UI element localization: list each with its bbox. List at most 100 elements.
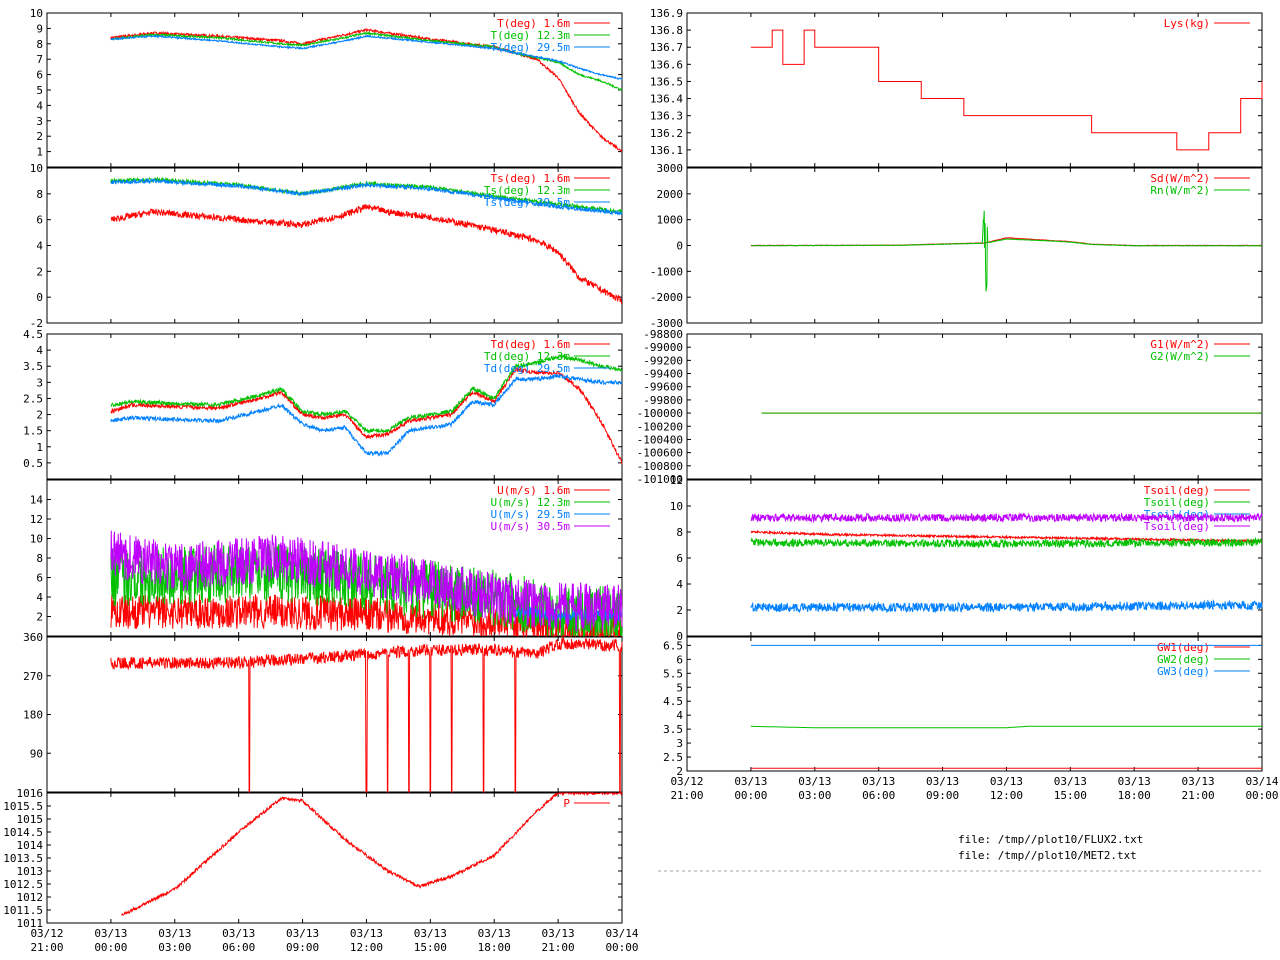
legend-label-Tsoil-1: Tsoil(deg) <box>1144 496 1210 509</box>
y-tick-label-Tsoil: 8 <box>676 526 683 539</box>
x-tick-label-date: 03/13 <box>1118 775 1151 788</box>
y-tick-label-Td: 1 <box>36 441 43 454</box>
x-tick-label-date: 03/13 <box>542 927 575 940</box>
y-tick-label-Ts: 2 <box>36 265 43 278</box>
y-tick-label-T: 7 <box>36 53 43 66</box>
x-tick-label-time: 12:00 <box>350 941 383 954</box>
series-line-U-3 <box>110 530 623 633</box>
legend-label-Ts-1: Ts(deg) 12.3m <box>484 184 570 197</box>
plot-frame-Lys <box>686 12 1263 168</box>
x-tick-label-time: 21:00 <box>670 789 703 802</box>
series-line-Tsoil-2 <box>750 599 1263 614</box>
series-line-Tsoil-0 <box>750 529 1263 544</box>
legend-label-Tsoil-0: Tsoil(deg) <box>1144 484 1210 497</box>
legend-label-Td-2: Td(deg) 29.5m <box>484 362 570 375</box>
legend-label-T-1: T(deg) 12.3m <box>491 29 571 42</box>
legend-label-G-1: G2(W/m^2) <box>1150 350 1210 363</box>
y-tick-label-P: 1015.5 <box>3 800 43 813</box>
legend-label-Lys-0: Lys(kg) <box>1164 17 1210 30</box>
y-tick-label-T: 8 <box>36 38 43 51</box>
x-tick-label-date: 03/14 <box>605 927 638 940</box>
y-tick-label-T: 1 <box>36 146 43 159</box>
y-tick-label-Rad: 2000 <box>657 188 684 201</box>
x-tick-label-date: 03/13 <box>926 775 959 788</box>
y-tick-label-Td: 2 <box>36 409 43 422</box>
y-tick-label-Ts: 4 <box>36 240 43 253</box>
legend-label-T-0: T(deg) 1.6m <box>497 17 570 30</box>
legend-label-G-0: G1(W/m^2) <box>1150 338 1210 351</box>
legend-label-Rad-1: Rn(W/m^2) <box>1150 184 1210 197</box>
x-tick-label-time: 03:00 <box>158 941 191 954</box>
legend-label-P-0: P <box>563 797 570 810</box>
y-tick-label-G: -99600 <box>643 381 683 394</box>
y-tick-label-U: 14 <box>30 494 44 507</box>
y-tick-label-Rad: 1000 <box>657 214 684 227</box>
y-tick-label-Tsoil: 2 <box>676 604 683 617</box>
x-tick-label-time: 06:00 <box>862 789 895 802</box>
legend-label-U-3: U(m/s) 30.5m <box>491 520 571 533</box>
legend-label-GW-1: GW2(deg) <box>1157 653 1210 666</box>
y-tick-label-G: -100600 <box>637 447 683 460</box>
y-tick-label-Ts: 0 <box>36 291 43 304</box>
y-tick-label-Lys: 136.2 <box>650 127 683 140</box>
x-tick-label-time: 21:00 <box>1182 789 1215 802</box>
legend-label-U-1: U(m/s) 12.3m <box>491 496 571 509</box>
series-line-Td-2 <box>110 373 623 457</box>
x-tick-label-date: 03/13 <box>862 775 895 788</box>
x-tick-label-time: 00:00 <box>734 789 767 802</box>
x-tick-label-time: 12:00 <box>990 789 1023 802</box>
y-tick-label-Td: 0.5 <box>23 457 43 470</box>
y-tick-label-GW: 2 <box>676 765 683 778</box>
y-tick-label-P: 1016 <box>17 787 44 800</box>
y-tick-label-GW: 6.5 <box>663 639 683 652</box>
x-tick-label-date: 03/12 <box>670 775 703 788</box>
y-tick-label-Tsoil: 10 <box>670 500 683 513</box>
legend-label-GW-0: GW1(deg) <box>1157 641 1210 654</box>
y-tick-label-Td: 3.5 <box>23 360 43 373</box>
y-tick-label-T: 2 <box>36 130 43 143</box>
legend-label-Ts-2: Ts(deg) 29.5m <box>484 196 570 209</box>
y-tick-label-P: 1013 <box>17 865 44 878</box>
y-tick-label-G: -99000 <box>643 341 683 354</box>
x-tick-label-time: 00:00 <box>605 941 638 954</box>
x-tick-label-date: 03/13 <box>414 927 447 940</box>
x-tick-label-date: 03/13 <box>478 927 511 940</box>
x-tick-label-date: 03/13 <box>798 775 831 788</box>
y-tick-label-Rad: -3000 <box>650 317 683 330</box>
y-tick-label-Td: 1.5 <box>23 425 43 438</box>
y-tick-label-Rad: -2000 <box>650 291 683 304</box>
y-tick-label-Lys: 136.6 <box>650 58 683 71</box>
y-tick-label-Tsoil: 6 <box>676 552 683 565</box>
y-tick-label-U: 12 <box>30 513 43 526</box>
x-tick-label-time: 03:00 <box>798 789 831 802</box>
y-tick-label-P: 1014 <box>17 839 44 852</box>
series-line-Dir-0 <box>110 637 623 793</box>
y-tick-label-G: -100400 <box>637 433 683 446</box>
y-tick-label-Lys: 136.5 <box>650 75 683 88</box>
x-tick-label-time: 18:00 <box>1118 789 1151 802</box>
series-line-T-1 <box>110 30 623 91</box>
legend-label-U-2: U(m/s) 29.5m <box>491 508 571 521</box>
y-tick-label-Td: 4.5 <box>23 328 43 341</box>
y-tick-label-GW: 4.5 <box>663 695 683 708</box>
series-line-GW-1 <box>750 725 1262 729</box>
y-tick-label-Rad: 0 <box>676 240 683 253</box>
series-line-Ts-2 <box>110 177 623 216</box>
y-tick-label-U: 8 <box>36 552 43 565</box>
legend-label-T-2: T(deg) 29.5m <box>491 41 571 54</box>
x-tick-label-date: 03/13 <box>990 775 1023 788</box>
y-tick-label-G: -99200 <box>643 354 683 367</box>
x-tick-label-date: 03/13 <box>1054 775 1087 788</box>
y-tick-label-G: -99800 <box>643 394 683 407</box>
y-tick-label-Rad: -1000 <box>650 265 683 278</box>
y-tick-label-Td: 2.5 <box>23 392 43 405</box>
y-tick-label-U: 2 <box>36 611 43 624</box>
y-tick-label-GW: 3 <box>676 737 683 750</box>
y-tick-label-G: -100000 <box>637 407 683 420</box>
x-tick-label-date: 03/13 <box>1182 775 1215 788</box>
series-line-P-0 <box>121 791 623 916</box>
y-tick-label-Td: 4 <box>36 344 43 357</box>
legend-label-U-0: U(m/s) 1.6m <box>497 484 570 497</box>
y-tick-label-P: 1013.5 <box>3 852 43 865</box>
x-tick-label-date: 03/14 <box>1245 775 1278 788</box>
